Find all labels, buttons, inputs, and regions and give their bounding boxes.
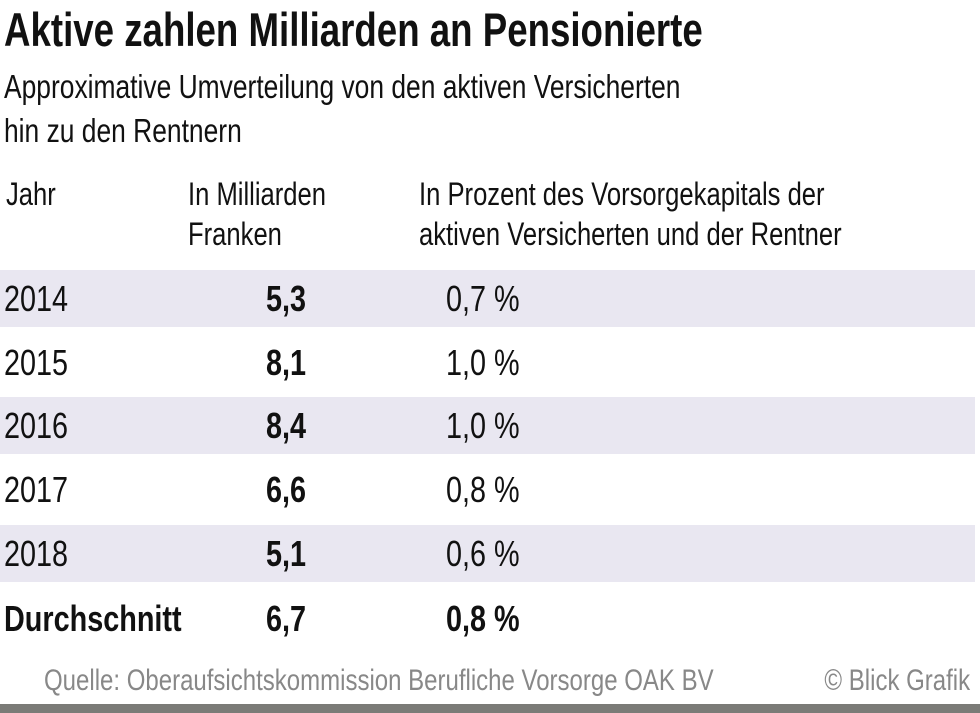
- year-cell: 2015: [4, 334, 84, 391]
- column-header-billions: In Milliarden Franken: [188, 174, 361, 254]
- billions-cell: 8,1: [200, 334, 306, 391]
- billions-cell: 6,6: [200, 461, 306, 518]
- year-cell: 2014: [4, 270, 84, 327]
- average-percent-cell: 0,8 %: [446, 590, 538, 647]
- percent-cell: 0,8 %: [446, 461, 538, 518]
- year-cell-text: 2017: [4, 469, 69, 510]
- source-note: Quelle: Oberaufsichtskommission Beruflic…: [44, 663, 881, 699]
- table-row: 2015 8,1 1,0 %: [0, 334, 975, 391]
- column-header-billions-line2: Franken: [188, 216, 282, 252]
- billions-cell: 5,3: [200, 270, 306, 327]
- table-row: 2016 8,4 1,0 %: [0, 397, 975, 454]
- billions-cell-text: 6,6: [265, 469, 306, 510]
- table-row: 2014 5,3 0,7 %: [0, 270, 975, 327]
- billions-cell-text: 5,1: [265, 533, 306, 574]
- average-label-text: Durchschnitt: [4, 598, 182, 639]
- column-header-year: Jahr: [6, 174, 68, 214]
- percent-cell: 1,0 %: [446, 334, 538, 391]
- table-row: 2017 6,6 0,8 %: [0, 461, 975, 518]
- billions-cell-text: 5,3: [265, 278, 306, 319]
- percent-cell: 1,0 %: [446, 397, 538, 454]
- year-cell-text: 2015: [4, 342, 69, 383]
- source-text: Quelle: Oberaufsichtskommission Beruflic…: [44, 664, 714, 697]
- year-cell: 2016: [4, 397, 84, 454]
- bottom-bar: [0, 704, 980, 713]
- year-cell-text: 2018: [4, 533, 69, 574]
- percent-cell-text: 0,8 %: [446, 469, 520, 510]
- copyright-text: © Blick Grafik: [824, 664, 970, 697]
- billions-cell-text: 8,4: [265, 405, 306, 446]
- column-header-year-line1: Jahr: [6, 176, 56, 212]
- column-header-percent-line1: In Prozent des Vorsorgekapitals der: [419, 176, 825, 212]
- average-row: Durchschnitt 6,7 0,8 %: [0, 590, 975, 647]
- column-header-percent: In Prozent des Vorsorgekapitals der akti…: [419, 174, 947, 254]
- average-billions-cell-text: 6,7: [265, 598, 306, 639]
- billions-cell: 5,1: [200, 525, 306, 582]
- year-cell-text: 2014: [4, 278, 69, 319]
- subtitle-line-2: hin zu den Rentnern: [4, 112, 301, 150]
- average-label: Durchschnitt: [4, 590, 226, 647]
- table-row: 2018 5,1 0,6 %: [0, 525, 975, 582]
- percent-cell-text: 0,6 %: [446, 533, 520, 574]
- year-cell-text: 2016: [4, 405, 69, 446]
- year-cell: 2017: [4, 461, 84, 518]
- billions-cell: 8,4: [200, 397, 306, 454]
- title-text: Aktive zahlen Milliarden an Pensionierte: [4, 3, 703, 56]
- percent-cell: 0,6 %: [446, 525, 538, 582]
- average-percent-cell-text: 0,8 %: [446, 598, 520, 639]
- billions-cell-text: 8,1: [265, 342, 306, 383]
- percent-cell-text: 1,0 %: [446, 405, 520, 446]
- column-header-billions-line1: In Milliarden: [188, 176, 327, 212]
- subtitle-text-1: Approximative Umverteilung von den aktiv…: [4, 68, 681, 105]
- copyright-note: © Blick Grafik: [788, 663, 970, 699]
- percent-cell-text: 1,0 %: [446, 342, 520, 383]
- percent-cell: 0,7 %: [446, 270, 538, 327]
- subtitle-text-2: hin zu den Rentnern: [4, 112, 242, 149]
- column-header-percent-line2: aktiven Versicherten und der Rentner: [419, 216, 842, 252]
- subtitle-line-1: Approximative Umverteilung von den aktiv…: [4, 68, 850, 106]
- average-billions-cell: 6,7: [190, 590, 306, 647]
- year-cell: 2018: [4, 525, 84, 582]
- page-title: Aktive zahlen Milliarden an Pensionierte: [4, 2, 900, 58]
- percent-cell-text: 0,7 %: [446, 278, 520, 319]
